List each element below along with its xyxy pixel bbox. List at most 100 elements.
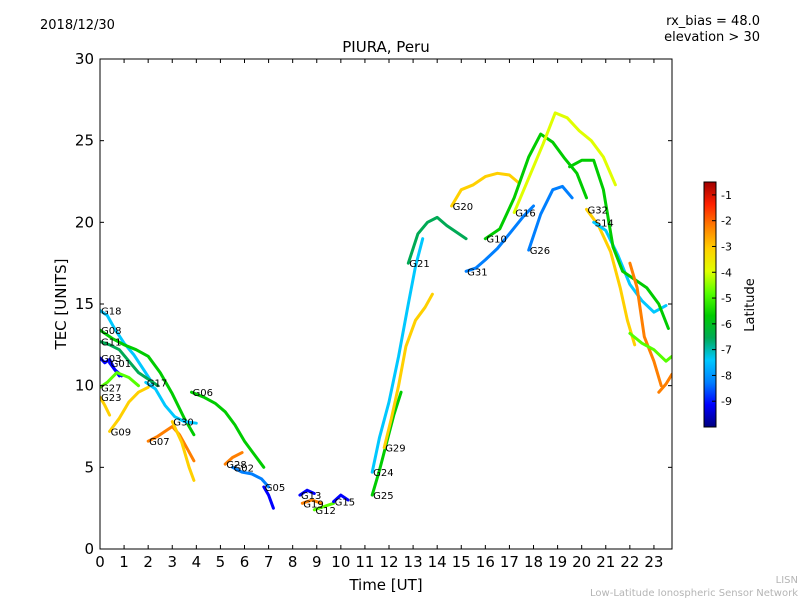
series-label: G09 <box>111 427 131 438</box>
series-line-g12 <box>312 501 336 512</box>
series-label: G13 <box>301 491 321 502</box>
series-line-g20 <box>450 171 521 208</box>
y-tick-label: 0 <box>84 540 94 558</box>
colorbar-tick-label: -2 <box>721 215 732 228</box>
x-tick-label: 5 <box>216 553 226 571</box>
colorbar-label: Latitude <box>743 278 758 332</box>
series-label: G19 <box>303 499 323 510</box>
series-line-g29 <box>382 292 434 450</box>
series-label: G29 <box>385 444 405 455</box>
series-label: G20 <box>453 202 473 213</box>
series-line-g27 <box>100 371 140 389</box>
series-line-unlabeled-30 <box>568 158 670 330</box>
credits: LISN Low-Latitude Ionospheric Sensor Net… <box>590 574 800 600</box>
series-label: G12 <box>315 506 335 517</box>
series-label: G15 <box>335 498 355 509</box>
series-line-unlabeled-31 <box>628 261 663 388</box>
y-tick-label: 20 <box>75 213 94 231</box>
series-label: G26 <box>530 246 550 257</box>
x-tick-label: 15 <box>452 553 471 571</box>
y-tick-label: 10 <box>75 377 94 395</box>
x-tick-label: 11 <box>355 553 374 571</box>
series-label: G21 <box>409 259 429 270</box>
series-label: G23 <box>101 393 121 404</box>
x-axis-label: Time [UT] <box>348 576 422 594</box>
x-tick-label: 9 <box>312 553 322 571</box>
series-line-g08 <box>100 328 196 437</box>
y-axis: 0 5 10 15 20 25 30 <box>75 50 672 558</box>
colorbar-ticks: -1 -2 -3 -4 -5 -6 -7 -8 -9 <box>712 189 732 408</box>
series-line-g13 <box>298 488 316 497</box>
x-tick-label: 14 <box>428 553 447 571</box>
y-tick-label: 5 <box>84 458 94 476</box>
series-line-unlabeled-32 <box>628 331 672 363</box>
series-label: G05 <box>265 483 285 494</box>
series-line-g02 <box>231 465 271 489</box>
series-line-g31 <box>464 204 535 273</box>
x-tick-label: 21 <box>596 553 615 571</box>
series-label: G32 <box>588 205 608 216</box>
credit-line-2: Low-Latitude Ionospheric Sensor Network <box>590 588 798 599</box>
series-label: G24 <box>373 468 393 479</box>
series-label: G31 <box>467 267 487 278</box>
x-tick-label: 13 <box>404 553 423 571</box>
x-tick-label: 10 <box>331 553 350 571</box>
series-label: G07 <box>149 437 169 448</box>
series-label: G16 <box>515 209 535 220</box>
series-label: G30 <box>173 418 193 429</box>
elevation-label: elevation > 30 <box>664 30 760 45</box>
colorbar-gradient <box>703 181 717 428</box>
series-line-s14 <box>592 220 668 314</box>
x-tick-label: 3 <box>167 553 177 571</box>
series-layer <box>100 111 672 512</box>
colorbar-tick-label: -4 <box>721 266 732 279</box>
colorbar-tick-label: -9 <box>721 395 732 408</box>
rx-bias-label: rx_bias = 48.0 <box>666 14 760 29</box>
x-tick-label: 0 <box>95 553 105 571</box>
x-axis: 0 1 2 3 4 5 6 7 8 9 10 11 12 13 14 15 16 17 18 19 20 21 22 23 <box>95 59 663 571</box>
series-label: G06 <box>193 388 213 399</box>
x-tick-label: 7 <box>264 553 274 571</box>
series-line-g15 <box>332 493 350 504</box>
series-label-layer: G18G08G11G03G01G27G23G09G17G07G30G06G28G… <box>101 202 614 517</box>
series-label: G01 <box>111 359 131 370</box>
y-tick-label: 30 <box>75 50 94 68</box>
x-tick-label: 16 <box>476 553 495 571</box>
series-label: G17 <box>147 378 167 389</box>
colorbar-tick-label: -7 <box>721 344 732 357</box>
series-line-g09 <box>108 385 150 433</box>
series-label: S14 <box>595 218 614 229</box>
chart-title: PIURA, Peru <box>342 38 430 56</box>
y-tick-label: 25 <box>75 132 94 150</box>
x-tick-label: 1 <box>119 553 129 571</box>
series-line-g30 <box>170 420 196 482</box>
x-tick-label: 18 <box>524 553 543 571</box>
series-line-g07 <box>146 425 196 463</box>
x-tick-label: 20 <box>572 553 591 571</box>
series-line-g16 <box>512 111 617 214</box>
colorbar-tick-label: -5 <box>721 292 732 305</box>
series-line-g11 <box>100 340 160 388</box>
x-tick-label: 4 <box>192 553 202 571</box>
series-label: G27 <box>101 383 121 394</box>
series-line-g17 <box>144 380 198 425</box>
x-tick-label: 2 <box>143 553 153 571</box>
series-line-g23 <box>100 395 112 417</box>
series-label: G02 <box>233 463 253 474</box>
series-label: G11 <box>101 338 121 349</box>
series-label: G28 <box>226 460 246 471</box>
x-tick-label: 19 <box>548 553 567 571</box>
series-line-g06 <box>190 390 266 469</box>
series-label: G25 <box>373 491 393 502</box>
series-line-g24 <box>370 237 425 474</box>
bias-info: rx_bias = 48.0 elevation > 30 <box>664 14 760 46</box>
date-label: 2018/12/30 <box>40 18 115 33</box>
credit-line-1: LISN <box>775 575 798 586</box>
colorbar: -1 -2 -3 -4 -5 -6 -7 -8 -9 Latitude <box>703 181 758 428</box>
series-line-unlabeled-33 <box>657 372 672 394</box>
series-label: G10 <box>486 235 506 246</box>
series-label: G03 <box>101 354 121 365</box>
series-line-g28 <box>223 451 244 466</box>
x-tick-label: 17 <box>500 553 519 571</box>
